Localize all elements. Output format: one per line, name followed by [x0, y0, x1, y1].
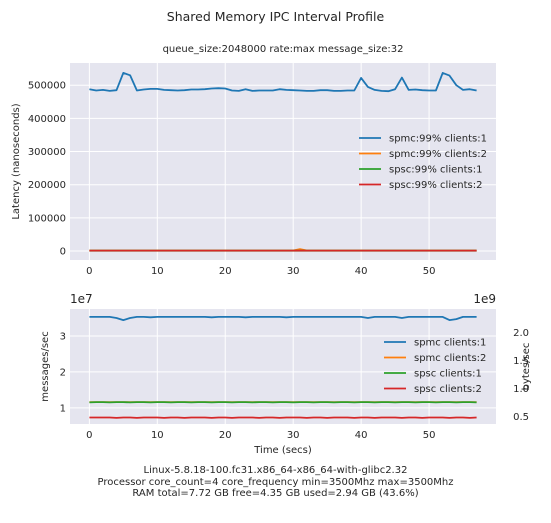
y-tick-label: 500000 — [28, 81, 66, 92]
x-tick-label: 0 — [86, 430, 92, 441]
x-tick-label: 30 — [287, 266, 300, 277]
y-tick-label: 0 — [60, 247, 66, 258]
legend-label: spmc:99% clients:2 — [389, 149, 487, 160]
legend-label: spmc clients:2 — [414, 353, 486, 364]
y-tick-label: 200000 — [28, 180, 66, 191]
x-tick-label: 10 — [151, 266, 164, 277]
y-tick-label: 300000 — [28, 147, 66, 158]
system-info-footer: Linux-5.8.18-100.fc31.x86_64-x86_64-with… — [0, 465, 551, 500]
series-line — [89, 315, 477, 322]
legend-label: spsc:99% clients:1 — [389, 165, 482, 176]
y2-offset-text: 1e9 — [473, 292, 496, 306]
legend-label: spsc clients:2 — [414, 384, 482, 395]
x-tick-label: 30 — [287, 430, 300, 441]
y-tick-label: 100000 — [28, 213, 66, 224]
y-tick-label: 2 — [60, 367, 66, 378]
y2-tick-label: 1.5 — [513, 356, 529, 367]
y2-tick-label: 0.5 — [513, 412, 529, 423]
throughput-chart: 0 10 20 30 40 50 1 2 3 Time (secs) messages/sec spm… — [40, 292, 532, 456]
plot-area — [70, 63, 496, 260]
plot-area — [70, 309, 496, 424]
figure-title: Shared Memory IPC Interval Profile — [167, 9, 385, 24]
x-tick-label: 10 — [151, 430, 164, 441]
chart-title: queue_size:2048000 rate:max message_size… — [163, 44, 404, 55]
y2-tick-label: 1.0 — [513, 384, 529, 395]
legend-label: spmc:99% clients:1 — [389, 134, 487, 145]
x-tick-label: 40 — [355, 266, 368, 277]
y-tick-label: 3 — [60, 331, 66, 342]
series-line — [89, 72, 477, 93]
x-tick-label: 20 — [219, 430, 232, 441]
x-tick-label: 20 — [219, 266, 232, 277]
x-axis-label: Time (secs) — [253, 445, 312, 456]
legend-label: spsc:99% clients:2 — [389, 180, 482, 191]
footer-os-line: Linux-5.8.18-100.fc31.x86_64-x86_64-with… — [143, 465, 408, 476]
footer-ram-line: RAM total=7.72 GB free=4.35 GB used=2.94… — [132, 488, 419, 499]
latency-chart: 0 10 20 30 40 50 0 100000 200000 300000 400000 5000… — [11, 44, 496, 277]
y2-axis-label: bytes/sec — [521, 343, 532, 391]
x-tick-label: 40 — [355, 430, 368, 441]
footer-cpu-line: Processor core_count=4 core_frequency mi… — [97, 476, 454, 488]
y-axis-label: messages/sec — [40, 331, 51, 401]
legend-label: spmc clients:1 — [414, 338, 486, 349]
y-tick-label: 400000 — [28, 114, 66, 125]
y-axis-label: Latency (nanoseconds) — [11, 103, 22, 219]
y-offset-text: 1e7 — [70, 292, 93, 306]
x-tick-label: 50 — [423, 430, 436, 441]
y-tick-label: 1 — [60, 403, 66, 414]
y2-tick-label: 2.0 — [513, 328, 529, 339]
x-tick-label: 50 — [423, 266, 436, 277]
x-tick-label: 0 — [86, 266, 92, 277]
legend-label: spsc clients:1 — [414, 369, 482, 380]
